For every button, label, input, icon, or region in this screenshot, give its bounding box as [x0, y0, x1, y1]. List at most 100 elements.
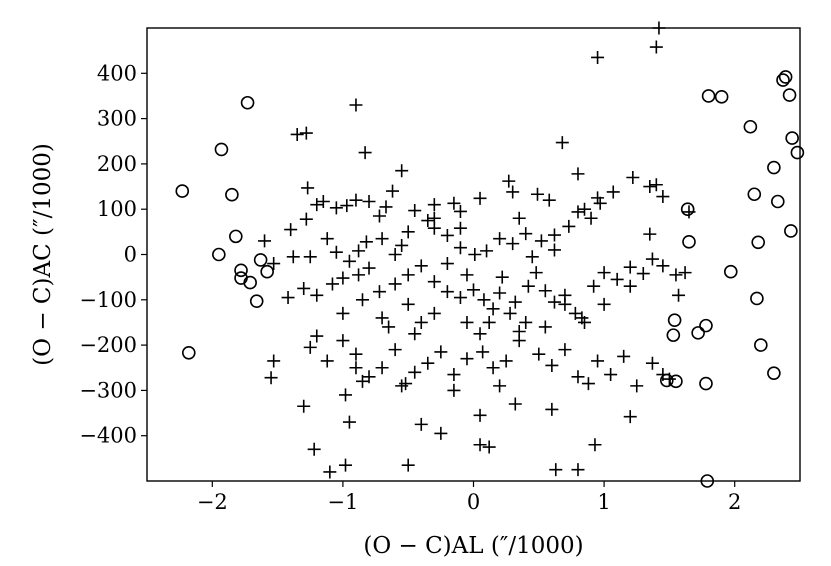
plus-point — [258, 234, 272, 248]
circle-point — [175, 184, 190, 198]
plus-point — [482, 440, 496, 454]
plus-point — [460, 352, 474, 366]
plus-point — [286, 250, 300, 264]
plus-point — [460, 315, 474, 329]
plus-point — [310, 198, 324, 212]
plus-point — [645, 356, 659, 370]
plus-point — [427, 211, 441, 225]
plus-point — [388, 277, 402, 291]
plus-point — [571, 205, 585, 219]
plus-point — [593, 196, 607, 210]
plus-point — [519, 315, 533, 329]
plus-point — [473, 191, 487, 205]
plus-point — [395, 379, 409, 393]
plus-point — [468, 248, 482, 261]
plus-point — [591, 191, 605, 205]
plus-point — [362, 194, 376, 208]
plus-point — [519, 227, 533, 241]
x-axis-ticks: −2 −1 0 1 2 — [197, 481, 741, 514]
plus-point — [297, 399, 311, 413]
plus-point — [562, 219, 576, 233]
plus-point — [502, 174, 516, 188]
plus-point — [414, 417, 428, 431]
plus-point — [388, 248, 402, 261]
plus-point — [571, 463, 585, 477]
plus-point — [547, 295, 561, 309]
plus-point — [299, 212, 313, 226]
plus-point — [645, 252, 659, 266]
circle-point — [253, 253, 268, 267]
plus-point — [349, 361, 363, 375]
plus-point — [493, 232, 507, 246]
plus-point — [538, 284, 552, 298]
plus-point — [473, 438, 487, 452]
y-tick-label: −200 — [79, 333, 137, 357]
plus-point — [656, 190, 670, 204]
plus-point — [379, 200, 393, 214]
plus-point — [453, 241, 467, 255]
plus-point — [558, 343, 572, 357]
plus-point — [401, 297, 415, 311]
y-tick-label: −400 — [79, 424, 137, 448]
plus-point — [545, 358, 559, 372]
plus-point — [636, 267, 650, 281]
plus-point — [375, 361, 389, 375]
circle-point — [181, 346, 196, 360]
plus-point — [290, 127, 304, 141]
plus-point — [482, 315, 496, 329]
y-tick-label: −300 — [79, 378, 137, 402]
plus-point — [486, 302, 500, 316]
circle-point — [723, 264, 738, 279]
plus-point — [447, 368, 461, 382]
plus-point — [408, 327, 422, 341]
circle-point — [669, 374, 683, 389]
circle-point — [659, 373, 674, 388]
plus-point — [578, 202, 592, 216]
circle-point — [699, 318, 713, 333]
circle-point — [234, 263, 248, 278]
plus-point — [434, 345, 448, 359]
plus-point — [349, 98, 363, 112]
circle-point — [249, 294, 264, 308]
plus-point — [401, 268, 415, 282]
plus-point — [352, 268, 366, 282]
plus-point — [349, 347, 363, 361]
plus-point — [506, 237, 520, 251]
plus-point — [303, 340, 317, 354]
circle-point — [747, 187, 762, 202]
plus-point — [427, 306, 441, 320]
plus-point — [434, 426, 448, 440]
plus-point — [558, 297, 572, 311]
plus-point — [440, 285, 454, 299]
plus-point — [476, 345, 490, 359]
plus-point — [372, 285, 386, 299]
plus-point — [532, 347, 546, 361]
plus-point — [521, 279, 535, 293]
plus-point — [493, 379, 507, 393]
plus-point — [320, 232, 334, 246]
plus-point — [281, 291, 295, 305]
plus-point — [588, 438, 602, 452]
circle-point — [751, 235, 766, 250]
plus-point — [453, 291, 467, 305]
plus-point — [339, 458, 353, 472]
plus-point — [643, 227, 657, 241]
circle-point — [767, 366, 781, 380]
plus-point — [584, 211, 598, 225]
plus-point — [352, 244, 366, 258]
plus-point — [568, 306, 582, 320]
plus-point — [545, 402, 559, 416]
circle-point — [667, 313, 682, 327]
plus-point — [453, 204, 467, 218]
plus-point — [395, 238, 409, 252]
circle-point — [225, 187, 239, 202]
plus-point — [512, 211, 526, 225]
circle-point — [229, 229, 243, 244]
plus-point — [508, 397, 522, 411]
plus-point — [284, 223, 298, 237]
plus-point — [571, 167, 585, 181]
plus-point — [669, 268, 683, 282]
circle-point — [776, 73, 790, 87]
circle-point — [243, 275, 257, 290]
